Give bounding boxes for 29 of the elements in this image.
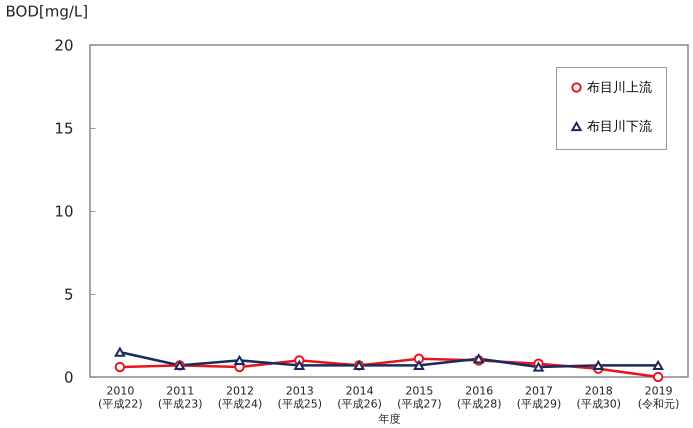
y-axis-title: BOD[mg/L] <box>6 2 88 20</box>
point <box>593 360 604 370</box>
point <box>114 347 126 357</box>
x-tick-label: 2012 (平成24) <box>218 384 262 410</box>
y-tick-label: 0 <box>64 368 74 386</box>
x-tick-label: 2017 (平成29) <box>516 384 562 410</box>
y-tick-label: 10 <box>54 202 74 220</box>
point <box>234 356 245 366</box>
point <box>474 354 484 364</box>
x-tick-label: 2016 (平成28) <box>456 384 502 410</box>
legend-label: 布目川上流 <box>587 80 652 96</box>
point <box>414 360 424 370</box>
x-tick-label: 2018 (平成30) <box>576 384 622 410</box>
point <box>533 362 544 372</box>
x-tick-label: 2010 (平成22) <box>98 384 143 410</box>
point <box>652 372 664 382</box>
x-axis-title: 年度 <box>378 412 400 426</box>
x-tick-label: 2011 (平成23) <box>158 384 202 410</box>
x-tick-label: 2019 (令和元) <box>638 384 680 410</box>
x-tick-label: 2013 (平成25) <box>278 384 322 410</box>
y-tick-label: 20 <box>54 36 74 54</box>
y-tick-label: 5 <box>64 286 74 304</box>
x-tick-label: 2014 (平成26) <box>337 384 382 410</box>
point <box>652 360 664 370</box>
x-tick-label: 2015 (平成27) <box>397 384 442 410</box>
point <box>294 360 304 370</box>
legend-label: 布目川下流 <box>587 118 652 134</box>
point <box>114 362 126 372</box>
y-tick-label: 15 <box>54 120 74 138</box>
